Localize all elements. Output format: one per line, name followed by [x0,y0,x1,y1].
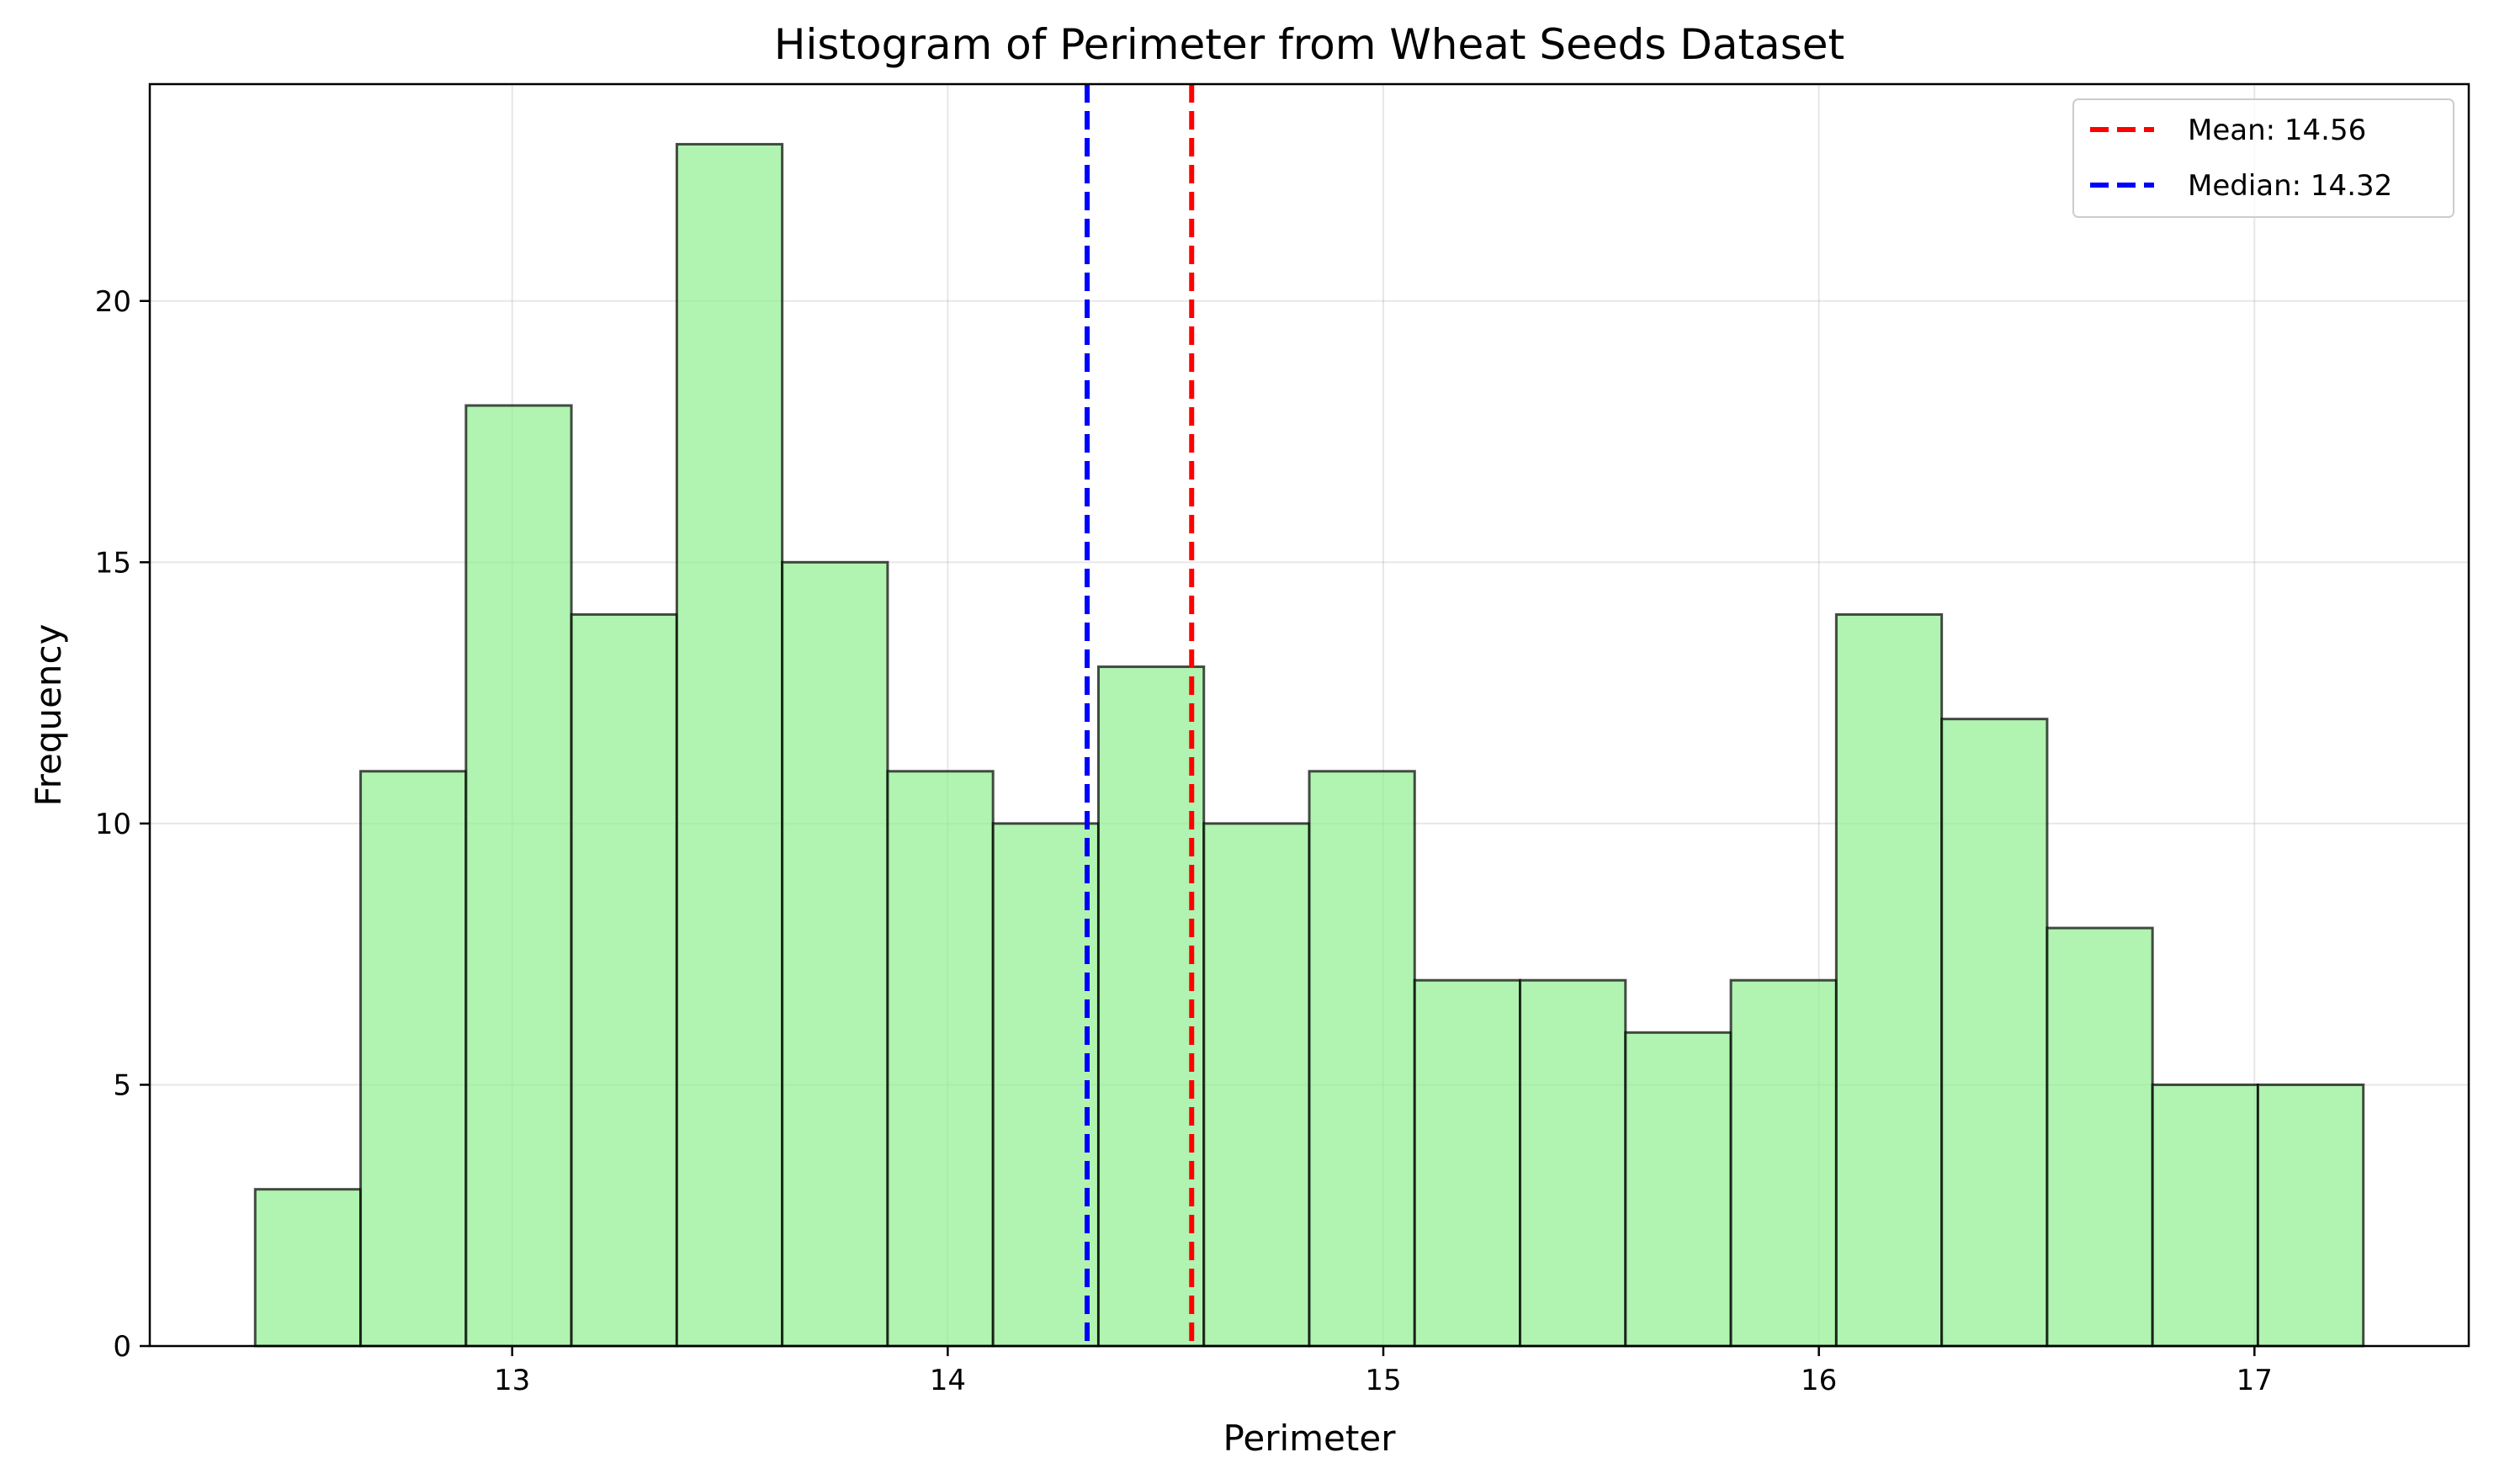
x-axis-ticks: 13 14 15 16 17 [494,1346,2273,1397]
histogram-bar [1096,665,1206,1348]
x-tick-label: 16 [1801,1364,1837,1397]
histogram-bar [1940,718,2049,1348]
x-tick-label: 15 [1365,1364,1401,1397]
y-tick-label: 15 [95,546,131,580]
histogram-bar [1413,978,1522,1348]
histogram-bar [991,822,1100,1348]
legend: Mean: 14.56 Median: 14.32 [2072,98,2454,218]
reference-lines [1084,84,1195,1346]
histogram-bar [2046,926,2154,1348]
chart-title: Histogram of Perimeter from Wheat Seeds … [774,20,1844,69]
legend-label-median: Median: 14.32 [2188,169,2392,203]
histogram-bar [781,560,889,1348]
y-tick-label: 0 [113,1330,131,1364]
x-tick-label: 13 [494,1364,530,1397]
histogram-bar [464,404,573,1348]
histogram-bar [359,770,468,1348]
histogram-bar [1519,978,1627,1348]
x-tick-label: 17 [2237,1364,2273,1397]
histogram-bar [1202,822,1311,1348]
histogram-bar [1729,978,1838,1348]
histogram-bar [1834,612,1944,1348]
histogram-bar [570,612,678,1348]
y-axis-label: Frequency [28,624,69,807]
plot-area-frame [148,82,2470,1348]
x-tick-label: 14 [930,1364,966,1397]
histogram-bar [1308,770,1416,1348]
y-axis-ticks: 0 5 10 15 20 [95,285,150,1364]
histogram-bar [886,770,995,1348]
histogram-bar [1624,1031,1733,1348]
legend-box [2072,98,2454,218]
legend-label-mean: Mean: 14.56 [2188,114,2366,147]
x-axis-label: Perimeter [1223,1418,1397,1459]
y-tick-label: 20 [95,285,131,319]
histogram-bar [2151,1083,2259,1348]
y-tick-label: 10 [95,808,131,841]
histogram-bars [253,142,2365,1348]
histogram-bar [253,1188,363,1348]
y-tick-label: 5 [113,1068,131,1102]
histogram-bar [675,142,784,1348]
histogram-bar [2256,1083,2365,1348]
